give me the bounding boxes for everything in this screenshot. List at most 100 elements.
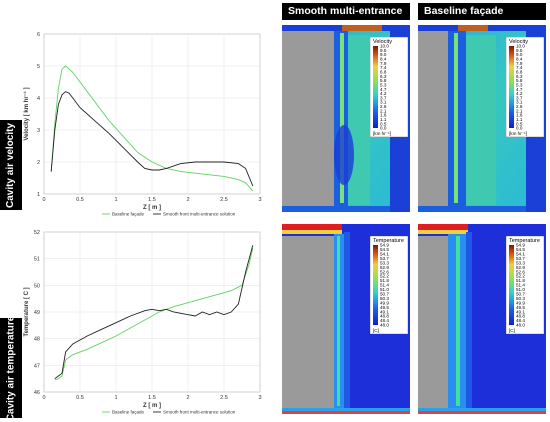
velocity-colorbar-baseline-tick-label: 5.3 xyxy=(516,82,523,87)
temperature-colorbar-baseline-tick-label: 51.8 xyxy=(516,278,525,283)
temperature-colorbar-baseline-tick-label: 51.0 xyxy=(516,287,525,292)
velocity-y-tick-label: 4 xyxy=(37,96,40,102)
temperature-x-tick-label: 0 xyxy=(42,395,45,401)
temperature-y-tick-label: 48 xyxy=(34,337,40,343)
temperature-colorbar-baseline-unit: [C] xyxy=(509,328,515,333)
temperature-legend-label-0: Baseline façade xyxy=(112,410,145,415)
temperature-colorbar-baseline-title: Temperature xyxy=(509,238,540,244)
velocity-colorbar-smooth-tick-label: 3.7 xyxy=(380,95,387,100)
temperature-colorbar-smooth-tick-label: 51.0 xyxy=(380,287,389,292)
temperature-colorbar-baseline-tick-label: 50.3 xyxy=(516,296,525,301)
velocity-colorbar-smooth-tick-label: 7.9 xyxy=(380,61,387,66)
velocity-y-tick-label: 5 xyxy=(37,64,40,70)
velocity-colorbar-baseline-tick-label: 3.7 xyxy=(516,95,523,100)
temperature-y-tick-label: 51 xyxy=(34,257,40,263)
velocity-colorbar-smooth-title: Velocity xyxy=(373,39,392,45)
velocity-colorbar-baseline-tick-label: 1.6 xyxy=(516,113,523,118)
temperature-colorbar-smooth-tick-label: 53.7 xyxy=(380,256,389,261)
velocity-colorbar-baseline-tick-label: 1.1 xyxy=(516,117,523,122)
velocity-colorbar-smooth-tick-label: 5.3 xyxy=(380,82,387,87)
temperature-legend-label-1: Smooth front multi-entrance solution xyxy=(163,410,236,415)
velocity-series-line-1 xyxy=(50,91,254,187)
temperature-colorbar-smooth-tick-label: 54.1 xyxy=(380,251,389,256)
velocity-colorbar-baseline-tick-label: 0.0 xyxy=(516,126,523,131)
velocity-x-tick-label: 0.5 xyxy=(76,197,84,203)
temperature-colorbar-baseline-tick-label: 48.0 xyxy=(516,323,525,328)
velocity-colorbar-baseline-tick-label: 3.1 xyxy=(516,100,523,105)
velocity-colorbar-baseline-tick-label: 2.1 xyxy=(516,108,523,113)
temperature-colorbar-smooth-title: Temperature xyxy=(373,238,404,244)
temperature-colorbar-smooth-tick-label: 52.2 xyxy=(380,274,389,279)
temperature-colorbar-smooth-tick-label: 49.5 xyxy=(380,305,389,310)
velocity-colorbar-smooth-tick-label: 6.3 xyxy=(380,74,387,79)
velocity-x-axis-label: Z [ m ] xyxy=(143,205,161,211)
temperature-colorbar-baseline-tick-label: 54.9 xyxy=(516,243,525,248)
temperature-colorbar-smooth-tick-label: 50.3 xyxy=(380,296,389,301)
temperature-colorbar-smooth-tick-label: 49.1 xyxy=(380,309,389,314)
temperature-x-tick-label: 2 xyxy=(186,395,189,401)
temperature-x-axis-label: Z [ m ] xyxy=(143,403,161,409)
temperature-x-tick-label: 0.5 xyxy=(76,395,84,401)
temperature-colorbar-baseline-tick-label: 48.8 xyxy=(516,314,525,319)
velocity-y-tick-label: 1 xyxy=(37,192,40,198)
temperature-x-tick-label: 1.5 xyxy=(148,395,156,401)
temperature-colorbar-smooth-tick-label: 48.0 xyxy=(380,323,389,328)
temperature-colorbar-baseline: Temperature54.954.554.153.753.352.952.65… xyxy=(506,236,544,334)
temperature-colorbar-smooth-unit: [C] xyxy=(373,328,379,333)
velocity-y-tick-label: 6 xyxy=(37,32,40,38)
temperature-y-axis-label: Temperature [ C ] xyxy=(24,287,30,336)
temperature-colorbar-baseline-tick-label: 53.3 xyxy=(516,260,525,265)
temperature-colorbar-smooth-tick-label: 48.4 xyxy=(380,318,389,323)
header-baseline: Baseline façade xyxy=(418,3,546,20)
velocity-legend-label-1: Smooth front multi-entrance solution xyxy=(163,212,236,217)
temperature-colorbar-smooth-tick-label: 50.7 xyxy=(380,291,389,296)
velocity-colorbar-smooth-tick-label: 7.4 xyxy=(380,65,387,70)
temperature-colorbar-smooth-tick-label: 49.9 xyxy=(380,300,389,305)
temperature-series-line-1 xyxy=(54,245,254,380)
velocity-colorbar-baseline-tick-label: 2.6 xyxy=(516,104,523,109)
temperature-colorbar-smooth-tick-label: 52.9 xyxy=(380,265,389,270)
velocity-colorbar-smooth-tick-label: 4.7 xyxy=(380,87,387,92)
temperature-colorbar-smooth-tick-label: 53.3 xyxy=(380,260,389,265)
velocity-colorbar-smooth-tick-label: 0.5 xyxy=(380,121,387,126)
velocity-colorbar-smooth: Velocity10.09.59.08.47.97.46.86.35.85.34… xyxy=(370,37,408,137)
velocity-x-tick-label: 2 xyxy=(186,197,189,203)
temperature-colorbar-baseline-tick-label: 51.4 xyxy=(516,283,525,288)
velocity-colorbar-baseline-unit: [km hr⁻¹] xyxy=(509,131,527,136)
row-label-velocity: Cavity air velocity xyxy=(0,120,22,210)
temperature-y-tick-label: 52 xyxy=(34,230,40,236)
temperature-colorbar-baseline-tick-label: 54.1 xyxy=(516,251,525,256)
velocity-colorbar-smooth-gradient xyxy=(373,46,378,128)
temperature-colorbar-baseline-tick-label: 49.1 xyxy=(516,309,525,314)
temperature-x-tick-label: 2.5 xyxy=(220,395,228,401)
temperature-colorbar-baseline-tick-label: 52.9 xyxy=(516,265,525,270)
temperature-colorbar-baseline-tick-label: 48.4 xyxy=(516,318,525,323)
velocity-x-tick-label: 2.5 xyxy=(220,197,228,203)
temperature-chart: 0 0.5 1 1.5 2 2.5 3 46 47 48 49 50 51 52 Z [ m ] Temper… xyxy=(22,226,270,416)
temperature-colorbar-baseline-tick-label: 50.7 xyxy=(516,291,525,296)
temperature-y-tick-label: 49 xyxy=(34,310,40,316)
temperature-x-tick-label: 3 xyxy=(258,395,261,401)
temperature-colorbar-smooth-gradient xyxy=(373,245,378,325)
temperature-chart-svg: 0 0.5 1 1.5 2 2.5 3 46 47 48 49 50 51 52 Z [ m ] Temper… xyxy=(24,230,262,415)
velocity-colorbar-baseline-tick-label: 6.8 xyxy=(516,69,523,74)
velocity-colorbar-smooth-tick-label: 2.6 xyxy=(380,104,387,109)
temperature-y-tick-label: 46 xyxy=(34,390,40,396)
velocity-colorbar-smooth-tick-label: 1.1 xyxy=(380,117,387,122)
temperature-x-tick-label: 1 xyxy=(114,395,117,401)
header-smooth: Smooth multi-entrance xyxy=(282,3,410,20)
velocity-colorbar-baseline-tick-label: 10.0 xyxy=(516,44,525,49)
velocity-colorbar-baseline-tick-label: 7.4 xyxy=(516,65,523,70)
velocity-y-tick-label: 3 xyxy=(37,128,40,134)
velocity-colorbar-baseline: Velocity10.09.59.08.47.97.46.86.35.85.34… xyxy=(506,37,544,137)
velocity-colorbar-baseline-title: Velocity xyxy=(509,39,528,45)
temperature-colorbar-smooth-tick-label: 54.9 xyxy=(380,243,389,248)
temperature-colorbar-smooth-tick-label: 51.8 xyxy=(380,278,389,283)
temperature-colorbar-baseline-tick-label: 53.7 xyxy=(516,256,525,261)
velocity-colorbar-baseline-tick-label: 7.9 xyxy=(516,61,523,66)
temperature-colorbar-smooth-tick-label: 51.4 xyxy=(380,283,389,288)
velocity-x-tick-label: 1.5 xyxy=(148,197,156,203)
velocity-chart: 0 0.5 1 1.5 2 2.5 3 1 2 3 4 5 6 Z [ m ] Velocity [ km … xyxy=(22,28,270,218)
velocity-colorbar-baseline-tick-label: 8.4 xyxy=(516,57,523,62)
velocity-colorbar-smooth-tick-label: 8.4 xyxy=(380,57,387,62)
